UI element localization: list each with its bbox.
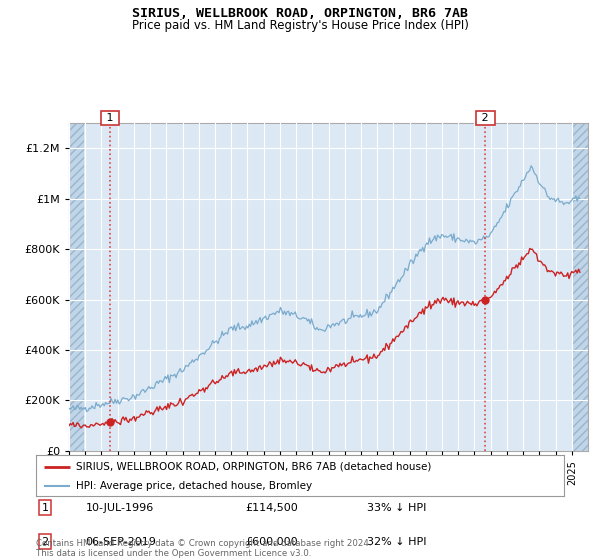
HPI: Average price, detached house, Bromley: (2.02e+03, 1.13e+06): Average price, detached house, Bromley: … [527,162,535,169]
Text: 06-SEP-2019: 06-SEP-2019 [86,536,157,547]
HPI: Average price, detached house, Bromley: (2e+03, 1.72e+05): Average price, detached house, Bromley: … [82,404,89,411]
Text: HPI: Average price, detached house, Bromley: HPI: Average price, detached house, Brom… [76,480,312,491]
SIRIUS, WELLBROOK ROAD, ORPINGTON, BR6 7AB (detached house) [526,245,533,252]
SIRIUS, WELLBROOK ROAD, ORPINGTON, BR6 7AB (detached house) [349,353,356,360]
SIRIUS, WELLBROOK ROAD, ORPINGTON, BR6 7AB (detached house) [576,269,583,276]
SIRIUS, WELLBROOK ROAD, ORPINGTON, BR6 7AB (detached house) [269,363,276,370]
Bar [573,123,589,451]
HPI: Average price, detached house, Bromley: (2.02e+03, 9.77e+05): Average price, detached house, Bromley: … [560,201,567,208]
Bar [573,123,589,451]
Text: 33% ↓ HPI: 33% ↓ HPI [367,502,427,512]
Text: £600,000: £600,000 [246,536,298,547]
HPI: Average price, detached house, Bromley: (1.99e+03, 1.69e+05): Average price, detached house, Bromley: … [65,405,73,412]
Text: Contains HM Land Registry data © Crown copyright and database right 2024.
This d: Contains HM Land Registry data © Crown c… [36,539,371,558]
Line: SIRIUS, WELLBROOK ROAD, ORPINGTON, BR6 7AB (detached house): SIRIUS, WELLBROOK ROAD, ORPINGTON, BR6 7… [69,249,580,428]
Text: 2: 2 [41,536,49,547]
Line: HPI: Average price, detached house, Bromley: HPI: Average price, detached house, Brom… [69,166,580,412]
SIRIUS, WELLBROOK ROAD, ORPINGTON, BR6 7AB (detached house) [383,340,390,347]
Text: £114,500: £114,500 [246,502,299,512]
Text: SIRIUS, WELLBROOK ROAD, ORPINGTON, BR6 7AB: SIRIUS, WELLBROOK ROAD, ORPINGTON, BR6 7… [132,7,468,20]
SIRIUS, WELLBROOK ROAD, ORPINGTON, BR6 7AB (detached house) [560,273,567,279]
SIRIUS, WELLBROOK ROAD, ORPINGTON, BR6 7AB (detached house) [554,269,562,276]
HPI: Average price, detached house, Bromley: (2.01e+03, 5.43e+05): Average price, detached house, Bromley: … [269,311,276,318]
Text: 1: 1 [103,113,117,123]
Text: SIRIUS, WELLBROOK ROAD, ORPINGTON, BR6 7AB (detached house): SIRIUS, WELLBROOK ROAD, ORPINGTON, BR6 7… [76,461,431,472]
SIRIUS, WELLBROOK ROAD, ORPINGTON, BR6 7AB (detached house) [83,423,90,430]
HPI: Average price, detached house, Bromley: (2.01e+03, 6.22e+05): Average price, detached house, Bromley: … [383,291,390,297]
HPI: Average price, detached house, Bromley: (2.01e+03, 5.55e+05): Average price, detached house, Bromley: … [349,307,356,314]
HPI: Average price, detached house, Bromley: (2.02e+03, 1e+06): Average price, detached house, Bromley: … [554,195,562,202]
SIRIUS, WELLBROOK ROAD, ORPINGTON, BR6 7AB (detached house) [65,422,73,429]
Text: 2: 2 [478,113,493,123]
Bar [69,123,84,451]
HPI: Average price, detached house, Bromley: (2e+03, 1.56e+05): Average price, detached house, Bromley: … [83,408,90,415]
Bar [69,123,84,451]
Text: 1: 1 [41,502,49,512]
HPI: Average price, detached house, Bromley: (2.03e+03, 1e+06): Average price, detached house, Bromley: … [576,195,583,202]
Text: Price paid vs. HM Land Registry's House Price Index (HPI): Price paid vs. HM Land Registry's House … [131,19,469,32]
SIRIUS, WELLBROOK ROAD, ORPINGTON, BR6 7AB (detached house) [77,424,85,431]
Text: 32% ↓ HPI: 32% ↓ HPI [367,536,427,547]
Text: 10-JUL-1996: 10-JUL-1996 [86,502,154,512]
